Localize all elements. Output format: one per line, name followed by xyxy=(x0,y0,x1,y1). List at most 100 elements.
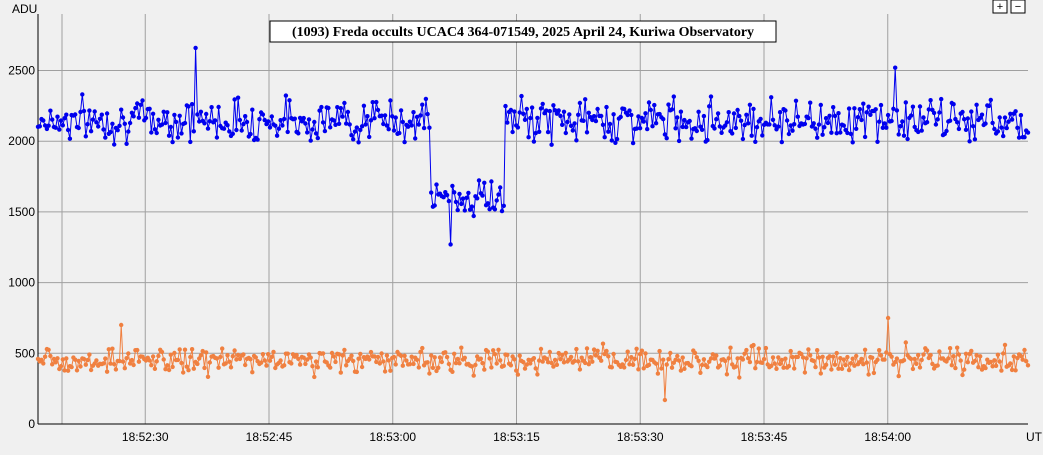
data-point xyxy=(267,358,273,363)
data-point xyxy=(51,356,57,362)
data-point xyxy=(558,357,563,362)
zoom-out-button[interactable]: − xyxy=(1010,0,1026,14)
data-point xyxy=(225,353,230,358)
data-point xyxy=(715,111,721,116)
data-point xyxy=(48,108,53,113)
data-point xyxy=(340,353,345,358)
data-point xyxy=(823,116,829,121)
data-point xyxy=(712,126,717,131)
data-point xyxy=(956,352,962,357)
chart-title: (1093) Freda occults UCAC4 364-071549, 2… xyxy=(292,25,754,40)
data-point xyxy=(983,365,988,371)
data-point xyxy=(680,124,685,130)
data-point xyxy=(522,366,528,371)
data-point xyxy=(405,124,411,129)
data-point xyxy=(930,361,935,367)
data-point xyxy=(678,109,684,114)
data-point xyxy=(260,112,266,117)
data-point xyxy=(549,142,554,147)
data-point xyxy=(243,114,248,119)
data-point xyxy=(239,128,244,133)
data-point xyxy=(306,117,312,122)
data-point xyxy=(235,95,241,100)
data-point xyxy=(320,351,326,356)
data-point xyxy=(850,140,855,145)
data-point xyxy=(517,353,522,358)
data-point xyxy=(613,140,618,145)
data-point xyxy=(735,107,740,113)
data-point xyxy=(248,357,253,362)
data-point xyxy=(618,114,623,120)
data-point xyxy=(280,123,285,128)
data-point xyxy=(689,136,694,141)
data-point xyxy=(896,373,901,379)
data-point xyxy=(1002,342,1008,348)
data-point xyxy=(777,110,783,115)
data-point xyxy=(143,115,149,121)
data-point xyxy=(974,353,979,358)
data-point xyxy=(126,129,131,134)
data-point xyxy=(421,125,427,131)
data-point xyxy=(877,348,882,353)
data-point xyxy=(746,356,751,361)
data-point xyxy=(969,109,974,114)
data-point xyxy=(131,362,136,368)
data-point xyxy=(878,353,884,358)
data-point xyxy=(877,119,882,124)
data-point xyxy=(214,356,220,361)
data-point xyxy=(753,366,758,371)
data-point xyxy=(80,92,85,97)
data-point xyxy=(492,352,498,357)
data-point xyxy=(623,357,629,363)
data-point xyxy=(370,100,375,105)
data-point xyxy=(97,116,103,122)
data-point xyxy=(177,113,182,119)
data-point xyxy=(614,136,620,142)
data-point xyxy=(629,112,634,118)
data-point xyxy=(336,352,342,357)
data-point xyxy=(646,100,652,105)
data-point xyxy=(788,123,793,128)
data-point xyxy=(455,207,460,213)
data-point xyxy=(584,130,590,135)
data-point xyxy=(452,351,457,356)
data-point xyxy=(903,100,908,105)
data-point xyxy=(163,367,168,372)
data-point xyxy=(967,139,972,144)
data-point xyxy=(1004,125,1009,131)
data-point xyxy=(124,356,129,361)
data-point xyxy=(699,362,705,368)
data-point xyxy=(806,347,811,352)
data-point xyxy=(322,128,328,134)
data-point xyxy=(802,121,808,127)
data-point xyxy=(220,346,225,351)
data-point xyxy=(627,108,632,113)
data-point xyxy=(1008,361,1013,366)
data-point xyxy=(636,367,641,372)
data-point xyxy=(521,359,526,365)
y-tick-label: 2500 xyxy=(8,64,35,78)
data-point xyxy=(528,115,533,121)
data-point xyxy=(480,193,485,198)
data-point xyxy=(119,107,124,112)
data-point xyxy=(696,358,701,363)
data-point xyxy=(908,113,914,118)
data-point xyxy=(666,357,671,362)
data-point xyxy=(182,347,188,352)
data-point xyxy=(533,366,538,371)
data-point xyxy=(124,141,129,146)
data-point xyxy=(205,126,211,131)
zoom-in-button[interactable]: + xyxy=(992,0,1008,14)
data-point xyxy=(634,346,639,351)
data-point xyxy=(1022,347,1027,353)
data-point xyxy=(83,362,89,367)
data-point xyxy=(120,115,126,120)
data-point xyxy=(560,122,565,128)
data-point xyxy=(795,114,800,119)
data-point xyxy=(57,127,62,132)
data-point xyxy=(434,182,439,187)
data-point xyxy=(303,361,308,367)
data-point xyxy=(195,361,200,367)
data-point xyxy=(551,364,556,369)
